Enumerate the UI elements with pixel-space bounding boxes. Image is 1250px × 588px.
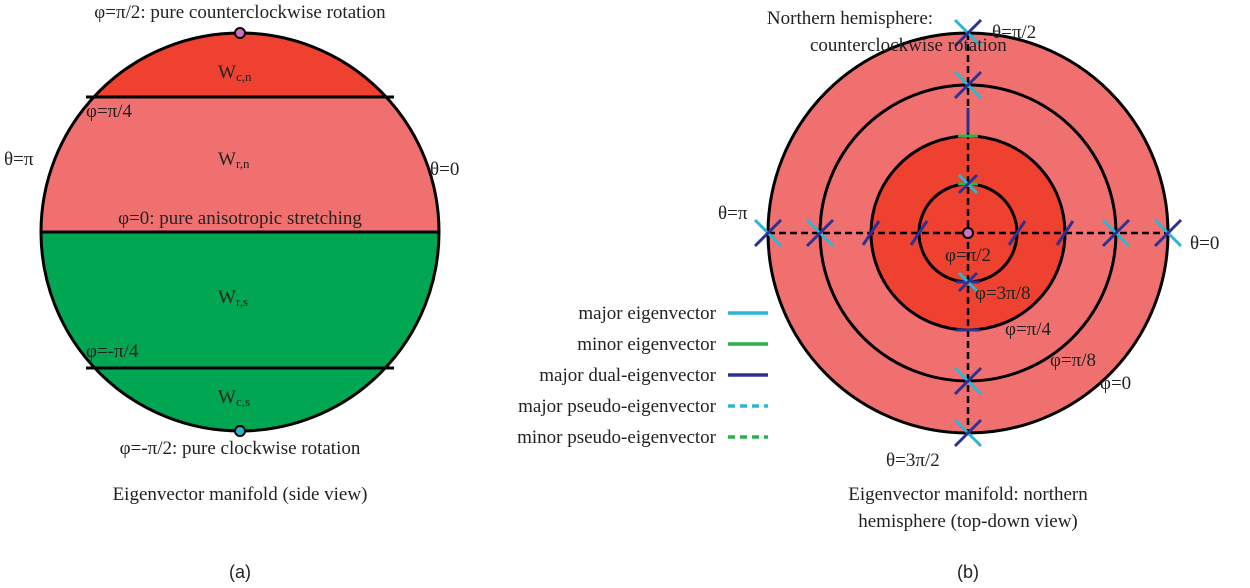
eigenvector-glyphs xyxy=(753,18,1183,448)
label: φ=3π/8 xyxy=(975,283,1031,304)
label: φ=0: pure anisotropic stretching xyxy=(118,208,362,229)
legend-label: major pseudo-eigenvector xyxy=(518,396,717,417)
label: θ=0 xyxy=(430,159,459,180)
region-label: Wc,n xyxy=(218,62,252,84)
label: φ=π/4 xyxy=(86,101,133,122)
glyph xyxy=(953,366,983,396)
region-label: Wr,s xyxy=(218,287,248,309)
glyph xyxy=(1055,220,1075,246)
label: φ=π/2: pure counterclockwise rotation xyxy=(94,2,386,23)
north-pole xyxy=(234,27,246,39)
label: φ=π/2 xyxy=(945,245,991,266)
glyph xyxy=(805,218,835,248)
caption: hemisphere (top-down view) xyxy=(858,511,1078,532)
glyph xyxy=(957,173,979,195)
label: φ=π/8 xyxy=(1050,350,1096,371)
glyph xyxy=(953,418,983,448)
legend-label: minor eigenvector xyxy=(577,334,716,355)
title: counterclockwise rotation xyxy=(810,35,1007,56)
caption: Eigenvector manifold (side view) xyxy=(113,484,368,505)
region-label: Wr,n xyxy=(218,149,250,171)
label: φ=-π/4 xyxy=(86,341,139,362)
label: θ=π xyxy=(4,149,34,170)
legend-label: major eigenvector xyxy=(578,303,716,324)
south-pole xyxy=(234,425,246,437)
legend: major eigenvector minor eigenvector major … xyxy=(517,303,768,448)
glyph xyxy=(1153,218,1183,248)
glyph xyxy=(909,220,929,246)
legend-label: major dual-eigenvector xyxy=(539,365,716,386)
glyph xyxy=(953,70,983,100)
glyph xyxy=(861,220,881,246)
label: φ=0 xyxy=(1100,373,1131,394)
label: θ=π xyxy=(718,203,748,224)
label: φ=-π/2: pure clockwise rotation xyxy=(120,438,361,459)
glyph xyxy=(1101,218,1131,248)
panel-tag: (b) xyxy=(957,562,979,582)
panel-tag: (a) xyxy=(229,562,251,582)
title: Northern hemisphere: xyxy=(767,8,933,29)
caption: Eigenvector manifold: northern xyxy=(848,484,1088,505)
label: θ=π/2 xyxy=(992,22,1036,43)
legend-label: minor pseudo-eigenvector xyxy=(517,427,717,448)
label: θ=3π/2 xyxy=(886,450,940,471)
region-label: Wc,s xyxy=(218,387,250,409)
glyph xyxy=(953,18,983,48)
glyph xyxy=(957,271,979,293)
label: φ=π/4 xyxy=(1005,319,1052,340)
glyph xyxy=(1007,220,1027,246)
glyph xyxy=(753,218,783,248)
label: θ=0 xyxy=(1190,233,1219,254)
pole xyxy=(962,227,974,239)
